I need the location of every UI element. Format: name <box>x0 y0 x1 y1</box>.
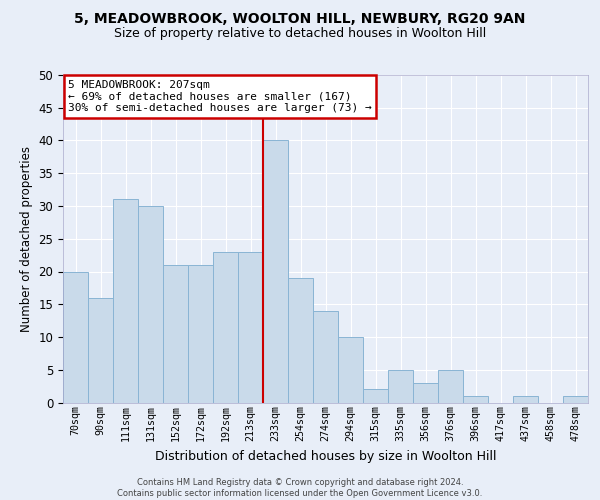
Bar <box>263 140 288 402</box>
Bar <box>238 252 263 402</box>
Text: 5, MEADOWBROOK, WOOLTON HILL, NEWBURY, RG20 9AN: 5, MEADOWBROOK, WOOLTON HILL, NEWBURY, R… <box>74 12 526 26</box>
Bar <box>63 272 88 402</box>
Text: Size of property relative to detached houses in Woolton Hill: Size of property relative to detached ho… <box>114 26 486 40</box>
Bar <box>113 200 138 402</box>
Bar <box>388 370 413 402</box>
Bar <box>188 265 213 402</box>
Bar <box>88 298 113 403</box>
Bar <box>138 206 163 402</box>
Bar <box>163 265 188 402</box>
Bar <box>313 311 338 402</box>
Text: 5 MEADOWBROOK: 207sqm
← 69% of detached houses are smaller (167)
30% of semi-det: 5 MEADOWBROOK: 207sqm ← 69% of detached … <box>68 80 372 113</box>
Bar <box>438 370 463 402</box>
Text: Contains HM Land Registry data © Crown copyright and database right 2024.
Contai: Contains HM Land Registry data © Crown c… <box>118 478 482 498</box>
Bar <box>288 278 313 402</box>
Bar <box>513 396 538 402</box>
Bar <box>338 337 363 402</box>
Bar <box>463 396 488 402</box>
Bar <box>413 383 438 402</box>
X-axis label: Distribution of detached houses by size in Woolton Hill: Distribution of detached houses by size … <box>155 450 496 462</box>
Bar <box>563 396 588 402</box>
Bar <box>363 390 388 402</box>
Y-axis label: Number of detached properties: Number of detached properties <box>20 146 33 332</box>
Bar <box>213 252 238 402</box>
